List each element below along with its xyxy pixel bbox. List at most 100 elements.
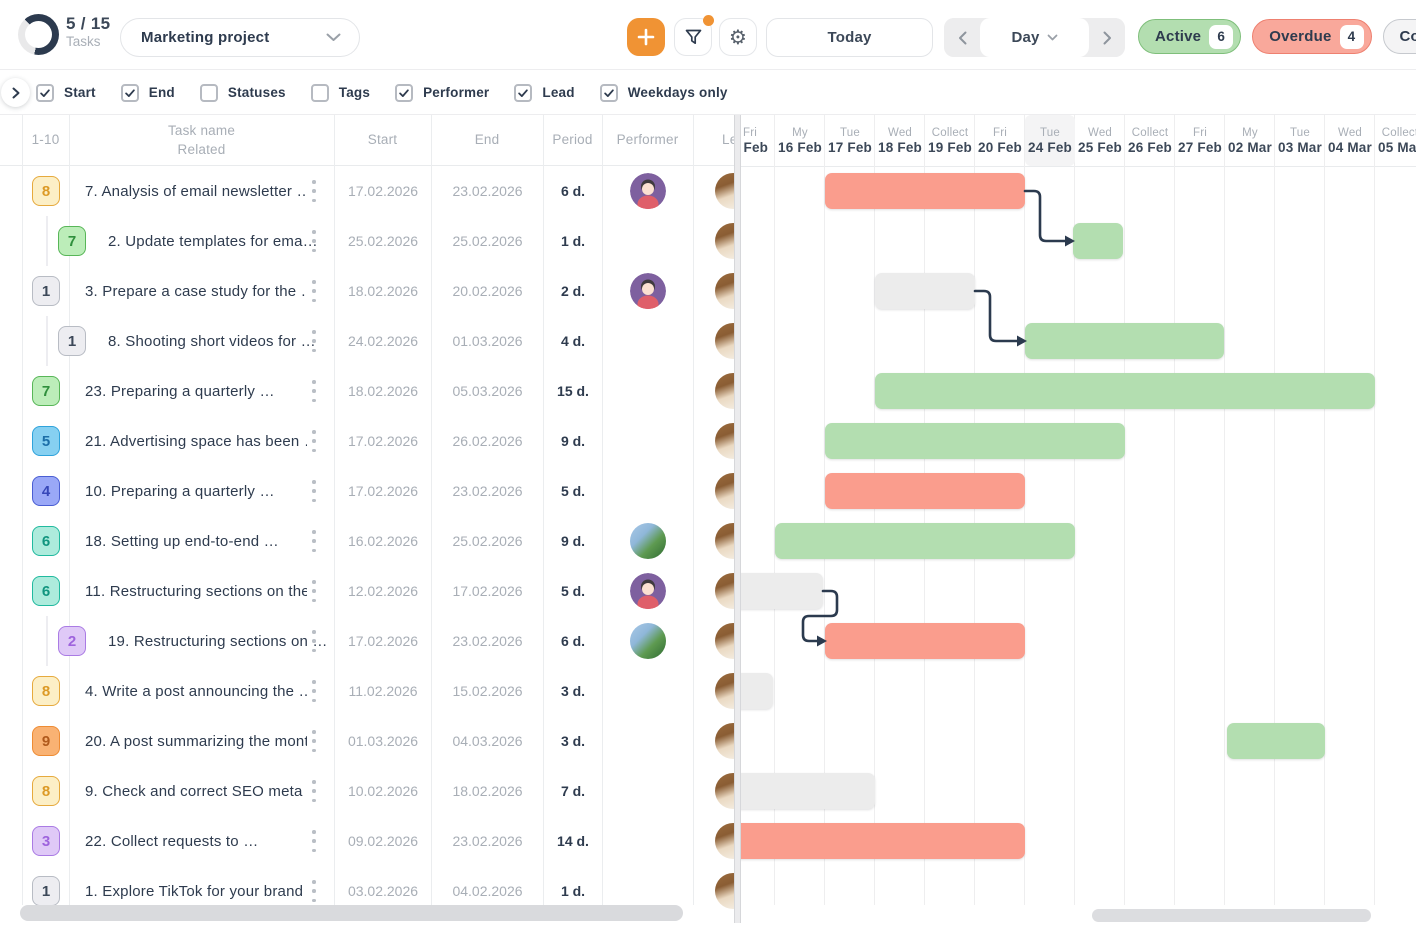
task-row[interactable]: 4 10. Preparing a quarterly … 17.02.2026 23… (0, 466, 735, 516)
task-row[interactable]: 1 1. Explore TikTok for your brand 03.02.2… (0, 866, 735, 916)
task-start-date: 10.02.2026 (347, 783, 419, 799)
filter-toggle-tags[interactable]: Tags (310, 83, 370, 102)
lead-avatar (715, 723, 735, 759)
task-priority-badge: 7 (58, 226, 86, 256)
task-menu-kebab[interactable] (308, 230, 320, 252)
filter-toggle-lead[interactable]: Lead (514, 83, 575, 102)
lead-checkbox[interactable] (514, 83, 533, 102)
date-label: 02 Mar (1228, 139, 1272, 155)
active-filter-pill[interactable]: Active 6 (1138, 19, 1242, 54)
task-row[interactable]: 1 8. Shooting short videos for … 24.02.202… (0, 316, 735, 366)
task-menu-kebab[interactable] (308, 630, 320, 652)
gantt-bar-red[interactable] (741, 823, 1025, 859)
task-row[interactable]: 8 9. Check and correct SEO meta … 10.02.20… (0, 766, 735, 816)
settings-button[interactable]: ⚙ (719, 18, 757, 56)
task-menu-kebab[interactable] (308, 830, 320, 852)
next-period-button[interactable] (1089, 18, 1125, 57)
gantt-bar-red[interactable] (825, 473, 1025, 509)
task-menu-kebab[interactable] (308, 680, 320, 702)
filter-toggle-performer[interactable]: Performer (395, 83, 490, 102)
filter-toggle-end[interactable]: End (120, 83, 175, 102)
task-row[interactable]: 9 20. A post summarizing the mont… 01.03.2… (0, 716, 735, 766)
task-row[interactable]: 3 22. Collect requests to … 09.02.2026 23.0… (0, 816, 735, 866)
task-name: 7. Analysis of email newsletter … (85, 182, 307, 200)
weekdays-only-checkbox[interactable] (599, 83, 618, 102)
gantt-bar-red[interactable] (825, 173, 1025, 209)
task-menu-kebab[interactable] (308, 780, 320, 802)
prev-period-button[interactable] (944, 18, 980, 57)
date-label: 25 Feb (1078, 139, 1122, 155)
gantt-bar-gray[interactable] (741, 573, 823, 609)
task-menu-kebab[interactable] (308, 880, 320, 902)
task-priority-badge: 1 (32, 876, 60, 906)
date-label: 27 Feb (1178, 139, 1222, 155)
gantt-horizontal-scrollbar[interactable] (1092, 909, 1371, 922)
collapse-panel-button[interactable] (1, 78, 30, 107)
task-menu-kebab[interactable] (308, 430, 320, 452)
subtask-connector (46, 216, 48, 266)
dependency-link (973, 289, 1020, 343)
pane-splitter[interactable] (734, 115, 741, 923)
gantt-bar-green[interactable] (1025, 323, 1224, 359)
table-horizontal-scrollbar[interactable] (20, 905, 683, 921)
task-row[interactable]: 8 4. Write a post announcing the … 11.02.2… (0, 666, 735, 716)
filter-toggle-start[interactable]: Start (36, 83, 96, 102)
gantt-bar-green[interactable] (825, 423, 1125, 459)
project-selector[interactable]: Marketing project (120, 18, 360, 57)
date-label: 16 Feb (778, 139, 822, 155)
today-button[interactable]: Today (766, 18, 933, 57)
gantt-gridline (1124, 115, 1125, 905)
task-end-date: 15.02.2026 (452, 683, 523, 699)
task-row[interactable]: 6 18. Setting up end-to-end … 16.02.2026 25… (0, 516, 735, 566)
add-task-button[interactable] (627, 18, 665, 56)
gantt-bar-gray[interactable] (741, 673, 773, 709)
filter-toggle-weekdays-only[interactable]: Weekdays only (599, 83, 728, 102)
gantt-bar-green[interactable] (775, 523, 1075, 559)
task-menu-kebab[interactable] (308, 280, 320, 302)
end-checkbox[interactable] (120, 83, 139, 102)
task-priority-badge: 8 (32, 776, 60, 806)
plus-icon (637, 28, 655, 46)
task-name: 8. Shooting short videos for … (108, 332, 316, 350)
gear-icon: ⚙ (729, 25, 747, 49)
chevron-down-icon (1047, 34, 1057, 41)
statuses-checkbox[interactable] (199, 83, 218, 102)
task-row[interactable]: 7 2. Update templates for ema… 25.02.2026 2… (0, 216, 735, 266)
task-menu-kebab[interactable] (308, 580, 320, 602)
performer-checkbox-label: Performer (423, 85, 490, 100)
gantt-bar-gray[interactable] (875, 273, 975, 309)
task-start-date: 25.02.2026 (347, 233, 419, 249)
completed-filter-pill[interactable]: Completed (1382, 19, 1416, 54)
task-row[interactable]: 2 19. Restructuring sections on … 17.02.20… (0, 616, 735, 666)
task-row[interactable]: 5 21. Advertising space has been … 17.02.2… (0, 416, 735, 466)
date-label: 20 Feb (978, 139, 1022, 155)
gantt-bar-red[interactable] (825, 623, 1025, 659)
filter-button[interactable] (674, 15, 714, 56)
gantt-gridline (1074, 115, 1075, 905)
task-row[interactable]: 7 23. Preparing a quarterly … 18.02.2026 05… (0, 366, 735, 416)
task-menu-kebab[interactable] (308, 530, 320, 552)
task-menu-kebab[interactable] (308, 730, 320, 752)
task-row[interactable]: 1 3. Prepare a case study for the … 18.02.… (0, 266, 735, 316)
task-row[interactable]: 8 7. Analysis of email newsletter … 17.02.… (0, 166, 735, 216)
tags-checkbox[interactable] (310, 83, 329, 102)
overdue-filter-pill[interactable]: Overdue 4 (1252, 19, 1372, 54)
task-menu-kebab[interactable] (308, 480, 320, 502)
gantt-bar-green[interactable] (875, 373, 1375, 409)
task-period: 9 d. (560, 533, 586, 549)
task-menu-kebab[interactable] (308, 380, 320, 402)
start-checkbox[interactable] (36, 83, 54, 102)
timescale-select[interactable]: Day (980, 18, 1089, 57)
task-end-date: 25.02.2026 (452, 533, 523, 549)
task-end-date: 23.02.2026 (452, 483, 523, 499)
gantt-bar-green[interactable] (1073, 223, 1123, 259)
task-menu-kebab[interactable] (308, 180, 320, 202)
statuses-checkbox-label: Statuses (227, 85, 286, 100)
filter-toggle-statuses[interactable]: Statuses (199, 83, 286, 102)
performer-checkbox[interactable] (395, 83, 414, 102)
task-priority-badge: 2 (58, 626, 86, 656)
task-menu-kebab[interactable] (308, 330, 320, 352)
task-row[interactable]: 6 11. Restructuring sections on the … 12.0… (0, 566, 735, 616)
gantt-bar-green[interactable] (1227, 723, 1325, 759)
gantt-bar-gray[interactable] (741, 773, 875, 809)
